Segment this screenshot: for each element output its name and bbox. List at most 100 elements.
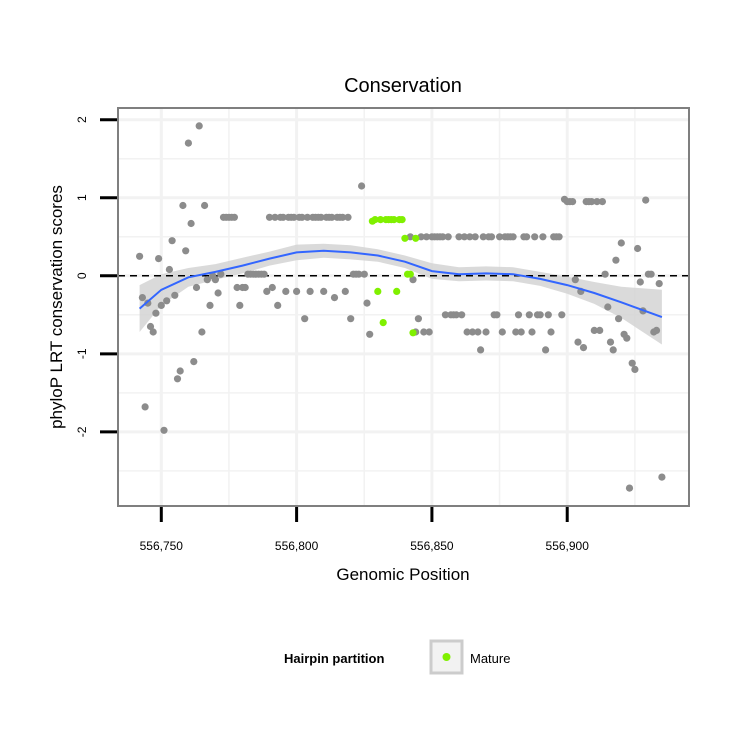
other-point: [604, 303, 612, 311]
other-point: [544, 311, 552, 319]
other-point: [409, 276, 417, 284]
other-point: [523, 233, 531, 241]
mature-point: [376, 216, 385, 224]
other-point: [301, 315, 309, 323]
other-point: [539, 233, 547, 241]
other-point: [642, 196, 650, 204]
other-point: [347, 315, 355, 323]
other-point: [182, 247, 190, 255]
other-point: [612, 256, 620, 264]
other-point: [574, 338, 582, 346]
mature-point: [409, 329, 417, 337]
other-point: [330, 294, 339, 302]
other-point: [514, 311, 523, 319]
x-axis-ticks: 556,750 556,800 556,850 556,900: [140, 507, 590, 553]
x-tick-label: 556,800: [275, 539, 319, 553]
legend-key-mature-dot: [442, 653, 451, 661]
other-point: [596, 326, 604, 334]
confidence-band-layer: [139, 243, 662, 345]
other-point: [149, 328, 157, 336]
other-point: [155, 255, 163, 263]
other-point: [579, 344, 588, 352]
other-point: [658, 473, 666, 481]
chart-title: Conservation: [344, 75, 462, 97]
other-point: [452, 311, 460, 319]
other-point: [328, 213, 336, 221]
legend-label-mature: Mature: [470, 651, 510, 666]
smooth-line: [138, 249, 663, 319]
other-point: [625, 484, 634, 492]
other-point: [460, 233, 468, 241]
other-point: [306, 287, 314, 295]
other-point: [144, 299, 152, 307]
other-point: [528, 328, 536, 336]
grid-lines: [118, 108, 689, 506]
y-tick-label: 1: [75, 194, 89, 201]
other-point: [471, 233, 479, 241]
other-point: [477, 346, 485, 354]
other-point: [187, 219, 195, 228]
other-point: [290, 213, 298, 221]
other-point: [593, 198, 601, 206]
other-point: [555, 233, 563, 241]
other-point: [655, 280, 663, 288]
other-point: [487, 233, 496, 241]
other-point: [417, 233, 425, 241]
legend-title: Hairpin partition: [284, 651, 384, 666]
other-point: [163, 297, 171, 305]
y-tick-label: -1: [75, 348, 89, 359]
other-point: [414, 315, 422, 323]
other-point: [341, 287, 349, 295]
other-point: [198, 328, 206, 336]
other-point: [422, 233, 431, 241]
other-point: [241, 283, 249, 292]
other-point: [263, 287, 271, 295]
x-tick-label: 556,900: [546, 539, 590, 553]
other-point: [498, 328, 506, 336]
other-point: [146, 322, 155, 331]
other-point: [344, 213, 352, 221]
other-point: [606, 338, 615, 346]
other-point: [496, 233, 504, 241]
other-point: [179, 201, 187, 210]
other-point: [271, 213, 279, 221]
other-point: [206, 301, 214, 309]
other-point: [171, 291, 179, 299]
other-point: [233, 283, 241, 292]
panel-border: [117, 107, 690, 507]
other-point: [455, 233, 463, 241]
mature-point: [374, 287, 382, 295]
other-point: [157, 301, 165, 309]
confidence-band: [139, 243, 662, 345]
other-point: [366, 330, 374, 338]
other-point: [617, 239, 625, 247]
other-point: [303, 213, 311, 221]
mature-point: [412, 234, 420, 242]
other-point: [358, 182, 366, 190]
other-point: [509, 233, 517, 241]
other-point: [441, 311, 449, 319]
x-tick-label: 556,850: [410, 539, 454, 553]
x-axis-title: Genomic Position: [336, 565, 469, 584]
other-point: [363, 299, 371, 307]
other-point: [463, 328, 471, 336]
x-tick-label: 556,750: [140, 539, 184, 553]
other-point: [615, 315, 623, 323]
other-point: [420, 328, 428, 336]
other-point: [214, 289, 222, 297]
other-point: [542, 346, 550, 354]
other-point: [298, 213, 306, 221]
other-point: [173, 375, 182, 383]
other-point: [493, 311, 501, 319]
other-point: [136, 252, 144, 260]
other-point: [406, 233, 414, 241]
other-point: [512, 328, 520, 336]
other-point: [282, 287, 290, 295]
y-tick-label: 0: [75, 272, 89, 279]
other-point: [355, 270, 363, 278]
mature-point: [393, 287, 401, 295]
other-point: [439, 233, 447, 241]
other-point: [482, 328, 490, 336]
other-point: [479, 233, 487, 241]
